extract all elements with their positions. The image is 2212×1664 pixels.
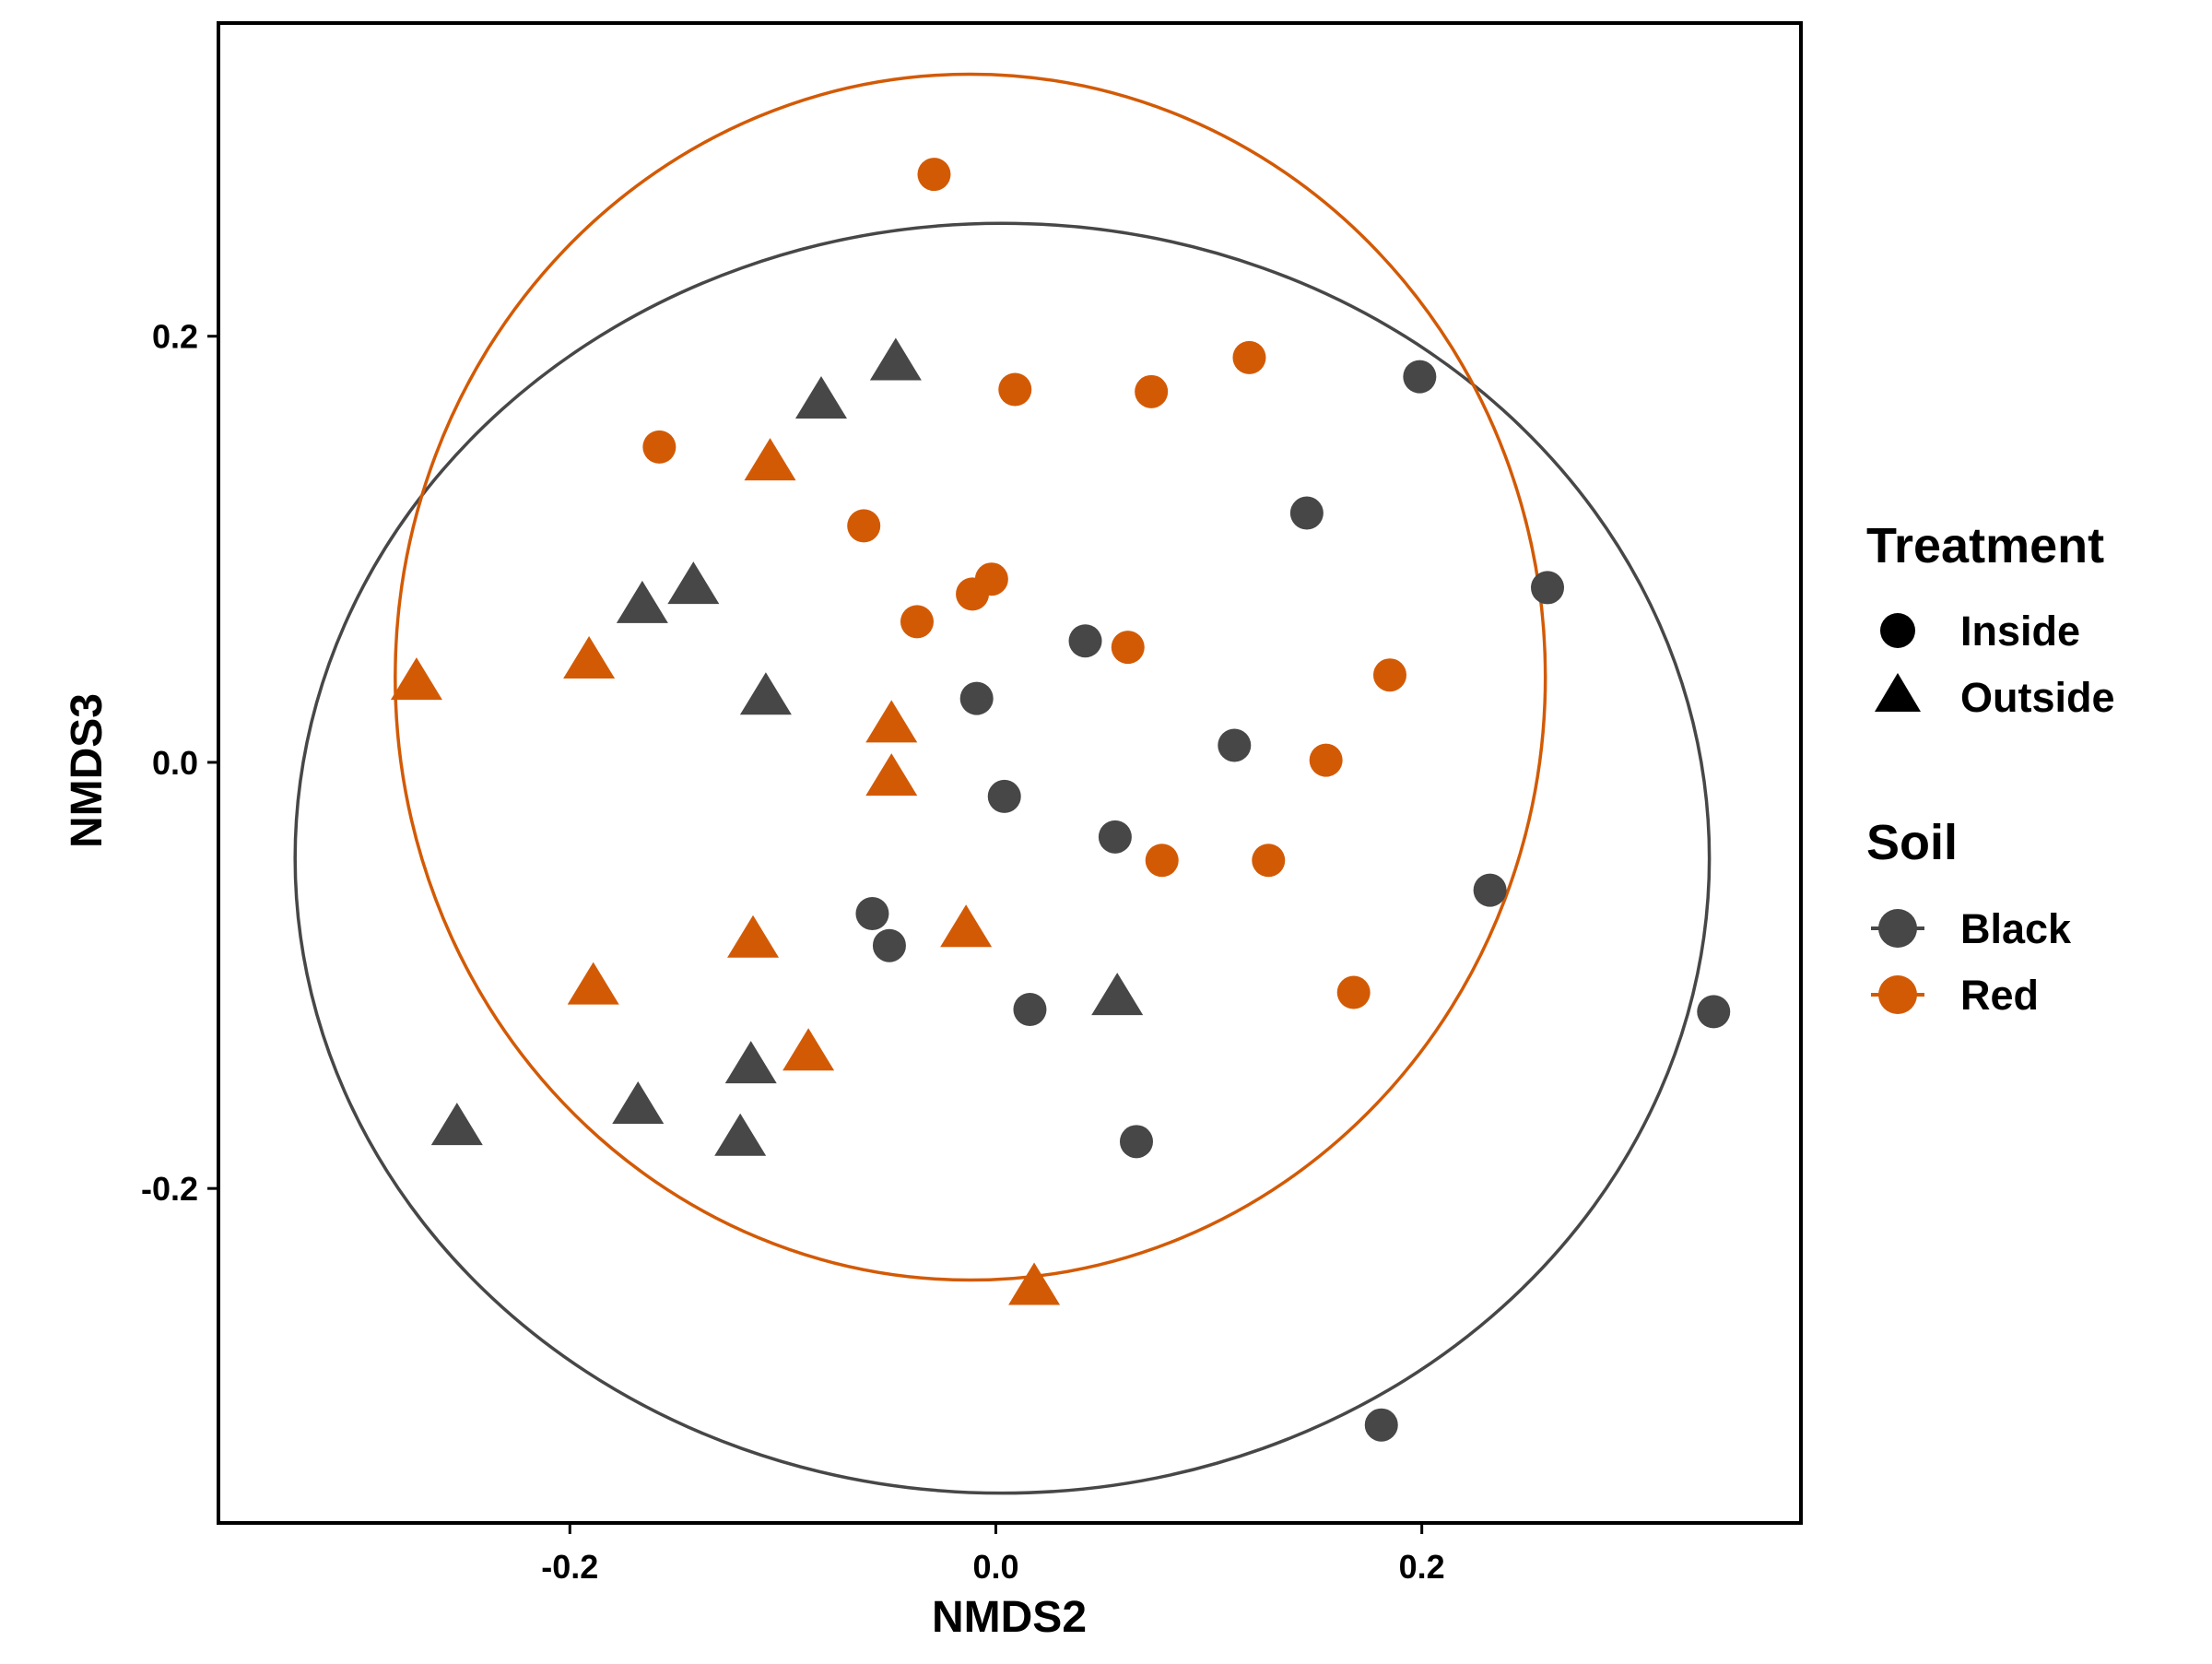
point-red-outside: [744, 438, 796, 481]
point-black-inside: [1068, 624, 1102, 658]
point-red-inside: [998, 372, 1032, 407]
point-black-outside: [430, 1103, 483, 1146]
confidence-ellipse-black: [293, 221, 1712, 1495]
point-red-outside: [865, 753, 918, 797]
legend-inside-label: Inside: [1960, 608, 2080, 655]
x-tick-label: 0.2: [1399, 1548, 1445, 1586]
x-tick-label: -0.2: [541, 1548, 598, 1586]
point-red-inside: [1309, 743, 1343, 777]
point-red-inside: [847, 509, 881, 543]
legend-black-circle-icon: [1878, 909, 1917, 948]
confidence-ellipse-red: [394, 72, 1547, 1282]
point-black-inside: [1289, 496, 1324, 530]
point-red-inside: [1232, 340, 1266, 374]
point-black-inside: [872, 928, 906, 962]
legend-soil-title: Soil: [1866, 815, 1958, 870]
point-black-outside: [714, 1113, 767, 1156]
point-red-outside: [782, 1028, 835, 1071]
legend-red-label: Red: [1960, 972, 2039, 1019]
legend-treatment-title: Treatment: [1866, 518, 2104, 573]
legend-outside-triangle-icon: [1875, 673, 1921, 712]
legend-outside-label: Outside: [1960, 674, 2115, 721]
point-black-outside: [667, 561, 720, 605]
plot-panel-border: [217, 21, 1803, 1525]
point-black-outside: [616, 580, 668, 623]
point-black-outside: [869, 337, 922, 381]
point-red-inside: [956, 577, 990, 611]
point-red-inside: [900, 605, 934, 639]
legend-red-circle-icon: [1878, 975, 1917, 1014]
legend-soil: Soil Black Red: [1866, 815, 2072, 1019]
point-black-inside: [1531, 571, 1565, 605]
point-red-outside: [940, 904, 993, 948]
x-tick-label: 0.0: [972, 1548, 1018, 1586]
point-red-inside: [917, 158, 951, 192]
point-red-outside: [865, 700, 918, 743]
point-black-inside: [987, 779, 1021, 813]
point-red-inside: [1372, 658, 1406, 692]
point-black-outside: [724, 1041, 777, 1084]
point-red-inside: [1252, 844, 1286, 878]
point-layer: [390, 158, 1731, 1442]
point-red-inside: [1111, 631, 1145, 665]
y-tick-label: 0.0: [152, 744, 198, 782]
point-black-outside: [1091, 973, 1144, 1016]
x-axis: -0.2 0.0 0.2: [541, 1523, 1445, 1586]
point-red-outside: [1008, 1262, 1061, 1305]
point-black-inside: [1403, 360, 1437, 394]
legend-inside-circle-icon: [1880, 613, 1915, 648]
point-black-outside: [612, 1081, 665, 1125]
point-black-inside: [1218, 728, 1252, 762]
point-red-outside: [563, 636, 616, 679]
point-black-outside: [739, 672, 792, 715]
x-axis-title: NMDS2: [932, 1593, 1087, 1642]
point-black-inside: [1098, 820, 1132, 854]
legend-treatment: Treatment Inside Outside: [1866, 518, 2115, 721]
point-red-outside: [727, 915, 780, 958]
ellipse-layer: [293, 72, 1712, 1495]
point-black-inside: [1697, 995, 1731, 1029]
y-tick-label: 0.2: [152, 318, 198, 356]
point-red-inside: [642, 430, 677, 464]
y-axis: 0.2 0.0 -0.2: [141, 318, 218, 1208]
point-black-inside: [855, 897, 889, 931]
point-black-inside: [1473, 873, 1507, 907]
legend-black-label: Black: [1960, 905, 2072, 952]
point-red-outside: [390, 657, 442, 701]
y-tick-label: -0.2: [141, 1170, 198, 1208]
point-red-inside: [1336, 975, 1371, 1009]
point-black-inside: [1364, 1408, 1398, 1442]
point-black-inside: [1119, 1125, 1153, 1159]
point-red-outside: [567, 962, 619, 1005]
point-black-inside: [1013, 993, 1047, 1027]
point-red-inside: [1135, 374, 1169, 408]
point-black-outside: [794, 376, 847, 419]
point-black-inside: [959, 681, 994, 715]
point-red-inside: [1145, 844, 1179, 878]
y-axis-title: NMDS3: [63, 693, 112, 848]
